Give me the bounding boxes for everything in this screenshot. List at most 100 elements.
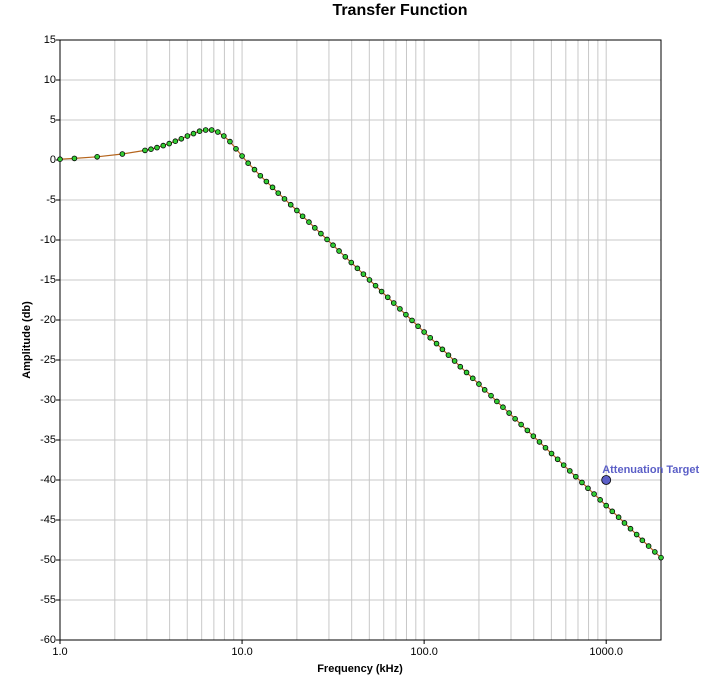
data-point xyxy=(548,450,555,457)
data-point xyxy=(476,381,482,387)
data-point xyxy=(585,485,591,492)
y-tick-label: -5 xyxy=(46,194,56,206)
data-point xyxy=(142,147,148,154)
data-point xyxy=(518,421,524,428)
y-tick-label: 5 xyxy=(50,114,56,126)
data-point xyxy=(560,462,567,468)
chart-title: Transfer Function xyxy=(332,2,467,19)
data-point xyxy=(384,294,391,301)
data-point xyxy=(221,133,227,139)
data-point xyxy=(269,184,276,191)
data-point xyxy=(457,363,464,370)
data-point xyxy=(348,259,355,266)
y-tick-label: -35 xyxy=(40,434,56,446)
data-point xyxy=(178,136,185,142)
data-point xyxy=(287,201,294,208)
data-point xyxy=(591,491,597,497)
data-point xyxy=(633,531,640,538)
data-point xyxy=(409,317,415,324)
data-point xyxy=(554,456,561,463)
y-tick-label: -40 xyxy=(40,474,56,486)
data-point xyxy=(451,358,458,364)
data-point xyxy=(306,219,312,225)
data-point xyxy=(251,166,258,173)
data-point xyxy=(524,427,531,434)
y-tick-label: -45 xyxy=(40,514,56,526)
data-point xyxy=(233,146,239,152)
data-point xyxy=(390,300,397,306)
data-point xyxy=(366,277,373,283)
data-point xyxy=(542,444,549,451)
data-point xyxy=(239,153,245,159)
data-point xyxy=(579,479,585,486)
data-point xyxy=(119,151,126,157)
annotation-point xyxy=(601,475,612,485)
data-point xyxy=(573,473,579,480)
data-point xyxy=(342,253,349,260)
data-point xyxy=(215,129,221,135)
data-point xyxy=(488,392,494,399)
data-point xyxy=(536,439,543,445)
data-point xyxy=(336,248,342,254)
y-axis-label: Amplitude (db) xyxy=(21,301,33,379)
y-tick-label: 0 xyxy=(50,154,56,166)
data-point xyxy=(71,155,78,162)
data-point xyxy=(645,543,652,549)
data-point xyxy=(294,207,300,214)
data-point xyxy=(639,537,646,544)
data-point xyxy=(615,514,622,520)
data-point xyxy=(263,178,270,185)
data-point xyxy=(652,549,658,555)
y-tick-label: -50 xyxy=(40,554,56,566)
data-point xyxy=(94,154,100,160)
data-point xyxy=(281,196,288,202)
data-point xyxy=(196,128,203,135)
data-point xyxy=(160,142,167,149)
data-point xyxy=(227,138,233,145)
data-point xyxy=(202,127,209,133)
data-point xyxy=(658,554,664,561)
data-point xyxy=(627,525,634,532)
data-point xyxy=(378,288,385,295)
data-point xyxy=(433,340,440,347)
data-point xyxy=(360,271,367,277)
y-tick-label: -60 xyxy=(40,634,56,646)
x-tick-label: 100.0 xyxy=(410,646,438,658)
data-point xyxy=(208,127,215,133)
y-tick-label: -55 xyxy=(40,594,56,606)
data-point xyxy=(621,520,628,526)
data-point xyxy=(148,146,154,153)
data-point xyxy=(403,311,409,318)
data-point xyxy=(603,502,609,509)
data-point xyxy=(299,213,306,220)
data-point xyxy=(245,160,251,167)
data-point xyxy=(318,230,324,237)
data-point xyxy=(397,306,403,312)
annotation-label: Attenuation Target xyxy=(602,464,699,476)
data-point xyxy=(469,375,476,382)
y-tick-label: 15 xyxy=(44,34,56,46)
y-tick-label: -20 xyxy=(40,314,56,326)
data-point xyxy=(324,236,330,243)
data-point xyxy=(494,398,500,405)
x-tick-label: 1.0 xyxy=(52,646,67,658)
y-tick-label: -10 xyxy=(40,234,56,246)
data-point xyxy=(566,468,573,474)
data-point xyxy=(481,387,488,393)
data-point xyxy=(506,410,512,416)
data-point xyxy=(427,334,434,341)
data-point xyxy=(166,140,173,147)
x-axis-label: Frequency (kHz) xyxy=(317,663,403,675)
data-point xyxy=(421,329,427,335)
x-tick-label: 1000.0 xyxy=(589,646,623,658)
series-line xyxy=(59,129,662,559)
data-point xyxy=(597,497,603,503)
data-point xyxy=(154,144,160,151)
data-point xyxy=(445,352,452,358)
data-point xyxy=(439,346,446,353)
data-point xyxy=(172,138,179,145)
data-point xyxy=(330,242,336,249)
y-tick-label: -25 xyxy=(40,354,56,366)
